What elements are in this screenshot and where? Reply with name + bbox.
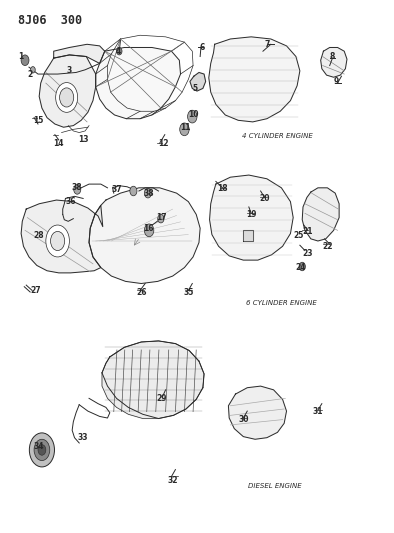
Circle shape [59, 88, 74, 107]
Circle shape [21, 55, 29, 66]
Text: 38: 38 [72, 183, 83, 192]
Circle shape [50, 231, 65, 251]
Text: 9: 9 [334, 77, 339, 86]
Circle shape [117, 47, 122, 55]
Text: 36: 36 [65, 197, 76, 206]
Text: 21: 21 [303, 228, 313, 237]
Polygon shape [39, 55, 96, 127]
Circle shape [180, 123, 189, 136]
Text: 11: 11 [180, 123, 190, 132]
Text: 6: 6 [199, 43, 204, 52]
Text: 8J06  300: 8J06 300 [19, 14, 82, 27]
Text: 30: 30 [238, 415, 249, 424]
Text: 15: 15 [33, 116, 43, 125]
Text: 6 CYLINDER ENGINE: 6 CYLINDER ENGINE [246, 300, 317, 305]
Text: 22: 22 [322, 242, 333, 251]
Circle shape [46, 225, 69, 257]
Text: 8: 8 [330, 52, 335, 61]
Circle shape [30, 433, 54, 467]
Polygon shape [96, 47, 180, 119]
Circle shape [144, 224, 154, 237]
Text: 5: 5 [193, 84, 198, 93]
Text: 20: 20 [259, 194, 270, 203]
Text: 24: 24 [296, 263, 306, 272]
Text: 18: 18 [217, 184, 228, 193]
Polygon shape [209, 37, 300, 122]
Text: 35: 35 [183, 287, 193, 296]
Text: 26: 26 [136, 287, 147, 296]
Polygon shape [102, 341, 204, 418]
Circle shape [30, 67, 35, 73]
Text: 13: 13 [78, 135, 88, 144]
Text: 4 CYLINDER ENGINE: 4 CYLINDER ENGINE [242, 133, 313, 139]
Text: 1: 1 [19, 52, 24, 61]
Polygon shape [190, 72, 206, 91]
Text: 16: 16 [143, 224, 153, 233]
Circle shape [56, 83, 78, 112]
Text: 28: 28 [34, 231, 45, 240]
Text: 38: 38 [144, 189, 154, 198]
Text: 29: 29 [156, 394, 167, 403]
Text: 33: 33 [77, 433, 87, 442]
Text: 25: 25 [293, 231, 303, 240]
Polygon shape [243, 230, 253, 241]
Text: 2: 2 [28, 70, 33, 78]
Circle shape [144, 188, 151, 198]
Circle shape [299, 262, 305, 271]
Polygon shape [321, 47, 347, 77]
Polygon shape [54, 44, 105, 63]
Polygon shape [21, 200, 103, 273]
Circle shape [34, 439, 50, 461]
Polygon shape [89, 188, 200, 284]
Polygon shape [229, 386, 286, 439]
Text: DIESEL ENGINE: DIESEL ENGINE [248, 482, 302, 489]
Text: 32: 32 [167, 476, 178, 484]
Text: 31: 31 [313, 407, 323, 416]
Polygon shape [210, 175, 293, 260]
Text: 17: 17 [156, 213, 167, 222]
Text: 14: 14 [54, 139, 64, 148]
Text: 12: 12 [158, 139, 169, 148]
Circle shape [188, 110, 197, 123]
Text: 23: 23 [303, 249, 313, 258]
Circle shape [158, 214, 164, 223]
Text: 37: 37 [111, 185, 122, 194]
Text: 7: 7 [265, 40, 270, 49]
Text: 27: 27 [31, 286, 41, 295]
Polygon shape [302, 188, 339, 241]
Circle shape [130, 186, 137, 196]
Circle shape [74, 184, 81, 194]
Text: 3: 3 [67, 67, 72, 75]
Text: 10: 10 [188, 110, 198, 119]
Text: 19: 19 [246, 210, 256, 219]
Text: 4: 4 [116, 47, 121, 55]
Circle shape [38, 445, 46, 455]
Text: 34: 34 [34, 442, 45, 451]
